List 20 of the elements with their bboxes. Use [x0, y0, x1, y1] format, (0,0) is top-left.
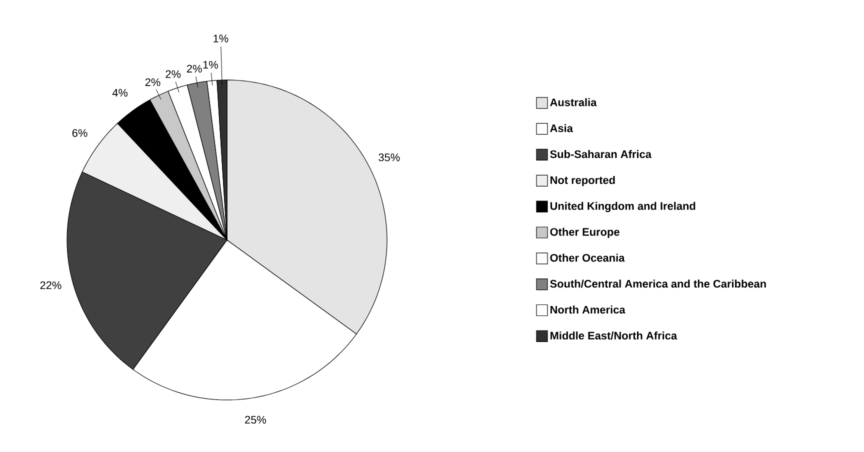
data-label: 1%: [203, 60, 218, 69]
legend-label: Australia: [550, 98, 597, 106]
data-label: 6%: [72, 129, 88, 137]
legend-label: Other Oceania: [550, 254, 625, 262]
legend-label: Sub-Saharan Africa: [550, 150, 652, 158]
data-label: 35%: [378, 153, 400, 162]
legend-label: United Kingdom and Ireland: [550, 202, 696, 212]
data-label: 2%: [166, 70, 181, 78]
legend-label: South/Central America and the Caribbean: [550, 280, 766, 288]
legend-label: Not reported: [550, 176, 615, 186]
legend-label: North America: [550, 306, 626, 314]
legend-label: Other Europe: [550, 228, 620, 238]
data-label: 25%: [245, 416, 266, 424]
data-label: 2%: [145, 78, 160, 86]
data-label: 4%: [112, 88, 128, 97]
data-label: 22%: [40, 281, 62, 290]
data-label: 2%: [186, 64, 202, 73]
legend-label: Middle East/North Africa: [550, 331, 678, 340]
legend-label: Asia: [550, 124, 573, 132]
data-label: 1%: [214, 34, 228, 42]
